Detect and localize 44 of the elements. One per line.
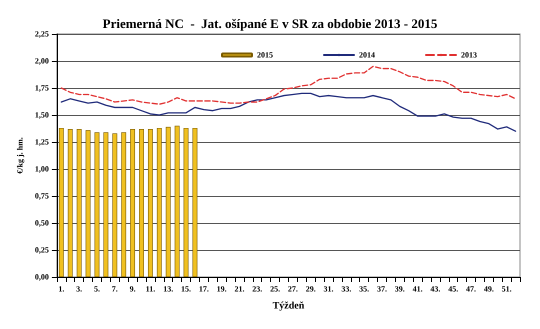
x-tick-label: 9. <box>130 284 136 294</box>
x-axis-title: Týždeň <box>272 300 305 312</box>
x-tick-label: 25. <box>270 284 280 294</box>
x-tick-label: 41. <box>412 284 423 294</box>
y-tick-label: 1,25 <box>34 138 49 146</box>
y-tick-label: 0,50 <box>34 218 49 228</box>
x-tick-label: 37. <box>376 284 387 294</box>
x-tick-label: 17. <box>198 284 209 294</box>
y-tick-label: 2,00 <box>34 56 49 66</box>
x-tick-label: 1. <box>58 284 64 294</box>
x-tick-label: 3. <box>76 284 82 294</box>
y-tick-label: 0,00 <box>34 272 49 282</box>
x-tick-label: 49. <box>484 284 494 294</box>
x-tick-label: 21. <box>234 284 244 294</box>
x-tick-label: 43. <box>430 284 440 294</box>
x-tick-label: 5. <box>94 284 100 294</box>
x-tick-label: 23. <box>252 284 262 294</box>
y-tick-label: 2,25 <box>34 30 49 38</box>
x-tick-label: 39. <box>394 284 405 294</box>
x-tick-label: 13. <box>163 284 174 294</box>
y-axis-title: €/kg j. hm. <box>16 137 24 174</box>
line-series <box>60 66 516 105</box>
x-tick-label: 27. <box>288 284 298 294</box>
x-tick-label: 51. <box>502 284 512 294</box>
y-tick-label: 1,00 <box>34 164 49 174</box>
x-tick-label: 33. <box>341 284 352 294</box>
x-tick-label: 11. <box>146 284 156 294</box>
y-tick-label: 0,75 <box>34 192 49 200</box>
legend-label: 2014 <box>359 50 375 60</box>
x-tick-label: 15. <box>181 284 192 294</box>
x-tick-label: 7. <box>112 284 118 294</box>
legend-label: 2013 <box>461 50 477 60</box>
y-tick-label: 1,50 <box>34 110 49 120</box>
chart-title: Priemerná NC - Jat. ošípané E v SR za obdobie 2013 - 2015 <box>102 16 438 31</box>
line-series <box>60 92 516 132</box>
x-tick-label: 29. <box>306 284 316 294</box>
x-tick-label: 45. <box>448 284 458 294</box>
x-tick-label: 35. <box>359 284 370 294</box>
y-tick-label: 1,75 <box>34 84 49 92</box>
y-tick-label: 0,25 <box>34 246 49 254</box>
x-tick-label: 47. <box>466 284 476 294</box>
x-tick-label: 19. <box>216 284 227 294</box>
x-tick-label: 31. <box>324 284 334 294</box>
legend-label: 2015 <box>257 50 273 60</box>
